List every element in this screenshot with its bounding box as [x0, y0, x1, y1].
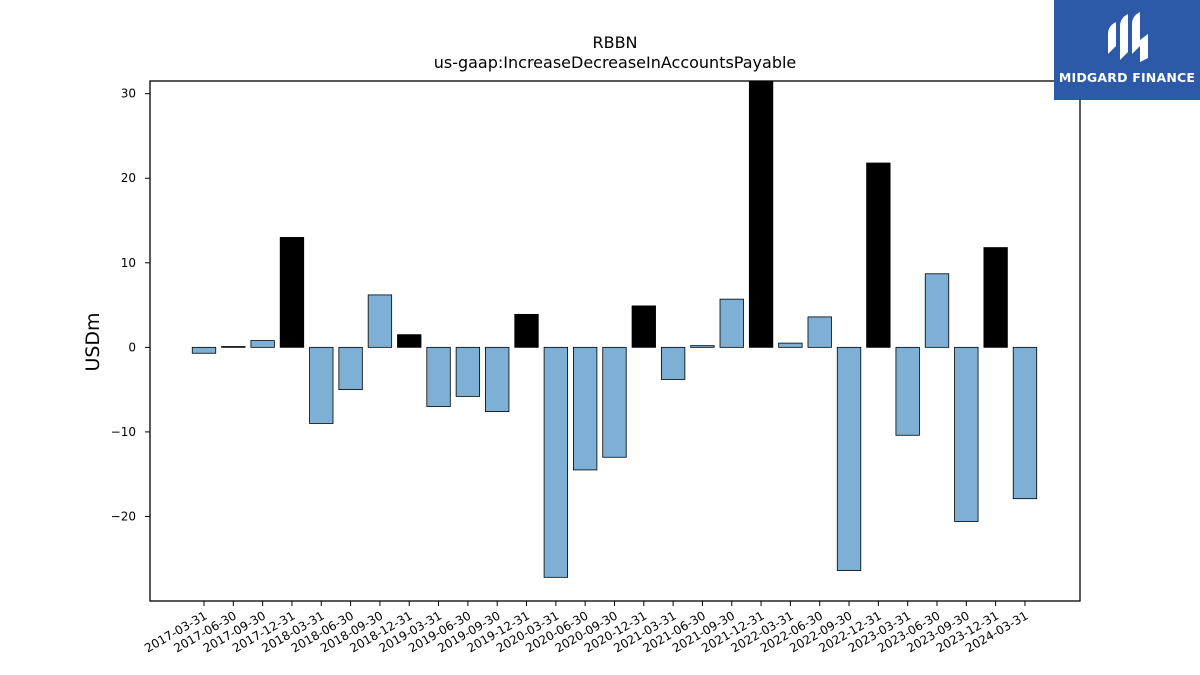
bar-2023-06-30 [924, 273, 950, 348]
midgard-logo-icon [1108, 12, 1148, 62]
bar-2022-12-31 [866, 162, 891, 348]
bar-2018-03-31 [309, 346, 334, 424]
bar-2020-09-30 [602, 346, 627, 458]
bar-2017-09-30 [250, 340, 275, 348]
bar-2023-03-31 [895, 346, 920, 436]
bar-2020-12-31 [631, 305, 656, 348]
x-ticks-group: 2017-03-312017-06-302017-09-302017-12-31… [142, 601, 1030, 655]
bar-2017-06-30 [221, 346, 246, 348]
bar-2017-03-31 [191, 346, 217, 354]
y-tick-label: 30 [121, 87, 136, 101]
bar-2019-06-30 [455, 346, 481, 397]
bar-2022-09-30 [836, 346, 862, 571]
bar-2018-12-31 [397, 334, 422, 348]
midgard-finance-logo: MIDGARD FINANCE [1054, 0, 1200, 100]
bars-group [191, 80, 1038, 578]
y-tick-label: −20 [111, 509, 136, 523]
y-ticks-group: −20 −10 0 10 20 30 [111, 87, 150, 523]
chart-subtitle: us-gaap:IncreaseDecreaseInAccountsPayabl… [434, 53, 797, 72]
bar-2024-03-31 [1012, 346, 1038, 500]
bar-2019-12-31 [514, 313, 539, 348]
bar-2018-06-30 [338, 346, 363, 391]
chart-title: RBBN [592, 33, 637, 52]
bar-2023-12-31 [983, 247, 1008, 348]
bar-2021-12-31 [748, 80, 774, 348]
bar-2017-12-31 [279, 237, 305, 348]
bar-2022-03-31 [778, 342, 803, 348]
logo-text: MIDGARD FINANCE [1058, 70, 1196, 85]
bar-2021-09-30 [719, 298, 744, 348]
y-tick-label: −10 [111, 425, 136, 439]
plot-frame [149, 80, 1081, 602]
y-tick-label: 20 [121, 171, 136, 185]
bar-2021-06-30 [690, 345, 715, 348]
bar-2019-03-31 [426, 346, 451, 407]
y-tick-label: 10 [121, 256, 136, 270]
bar-2020-06-30 [573, 346, 598, 471]
bar-2018-09-30 [367, 294, 393, 348]
bar-2023-09-30 [954, 346, 979, 522]
y-tick-label: 0 [128, 340, 136, 354]
bar-2021-03-31 [660, 346, 686, 380]
bar-2020-03-31 [543, 346, 568, 578]
bar-2022-06-30 [807, 316, 832, 348]
y-axis-label: USDm [82, 312, 104, 371]
bar-2019-09-30 [485, 346, 510, 412]
